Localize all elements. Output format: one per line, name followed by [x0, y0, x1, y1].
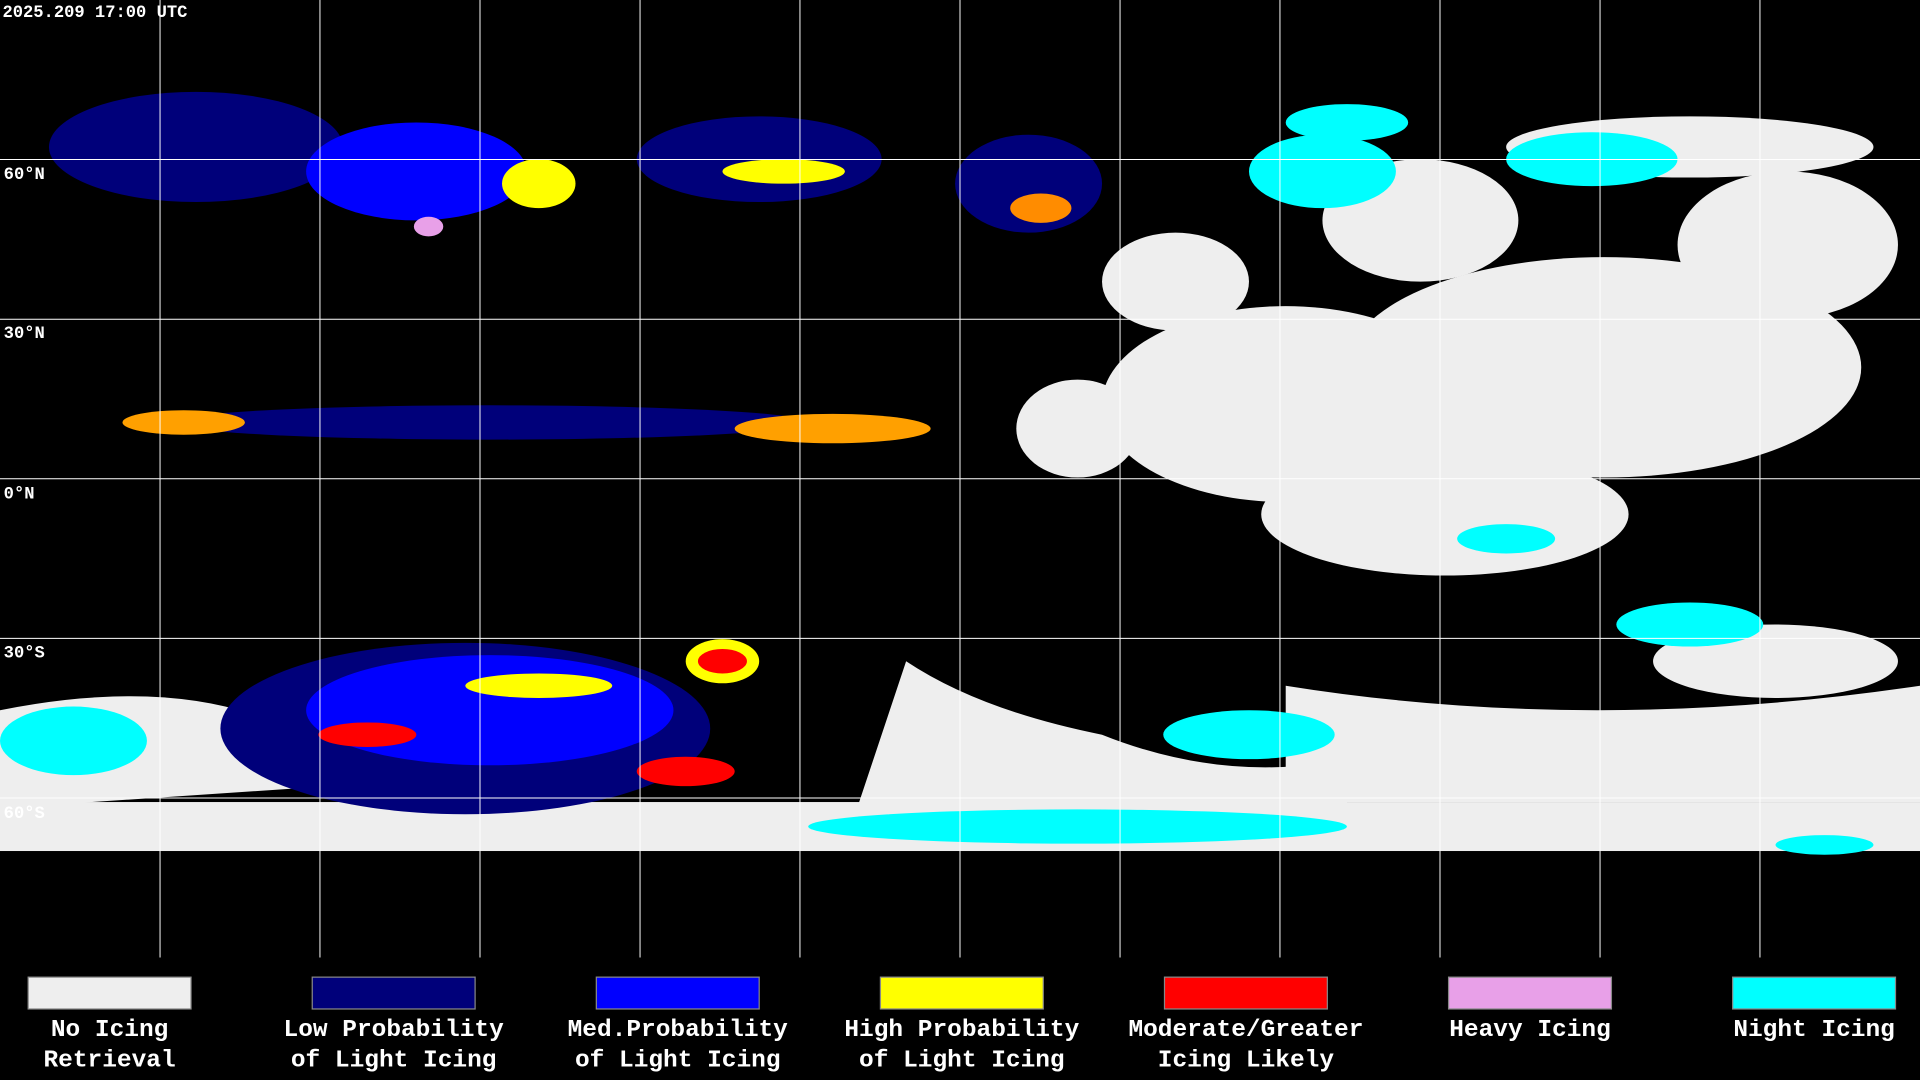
legend-swatch — [311, 976, 476, 1010]
latitude-label: 0°N — [4, 485, 35, 504]
timestamp: 2025.209 17:00 UTC — [2, 4, 187, 23]
legend-swatch — [1732, 976, 1897, 1010]
legend-label: Icing Likely — [1158, 1048, 1335, 1075]
legend-label: of Light Icing — [859, 1048, 1065, 1075]
legend-label: Moderate/Greater — [1128, 1017, 1363, 1044]
legend-label: No Icing — [51, 1017, 168, 1044]
legend-label: Low Probability — [284, 1017, 505, 1044]
legend-swatch — [27, 976, 192, 1010]
lat-lon-grid — [0, 0, 1920, 958]
legend-swatch — [1163, 976, 1328, 1010]
latitude-label: 60°N — [4, 166, 45, 185]
legend-label: High Probability — [844, 1017, 1079, 1044]
legend-swatch — [1447, 976, 1613, 1010]
legend-label: Heavy Icing — [1449, 1017, 1611, 1044]
latitude-label: 30°N — [4, 325, 45, 344]
legend-label: Night Icing — [1733, 1017, 1895, 1044]
latitude-label: 30°S — [4, 645, 45, 664]
legend-label: of Light Icing — [291, 1048, 497, 1075]
latitude-label: 60°S — [4, 805, 45, 824]
legend-swatch — [879, 976, 1044, 1010]
legend-label: Med.Probability — [568, 1017, 789, 1044]
legend-label: of Light Icing — [575, 1048, 781, 1075]
legend-label: Retrieval — [44, 1048, 176, 1075]
legend-swatch — [595, 976, 760, 1010]
